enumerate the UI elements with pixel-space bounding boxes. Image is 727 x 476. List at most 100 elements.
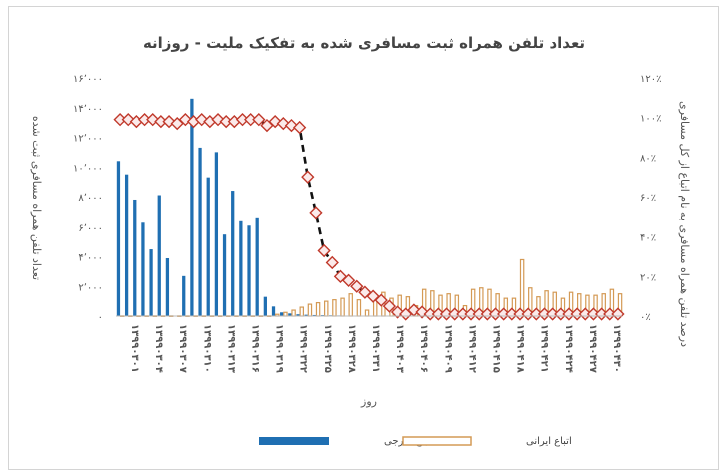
percent-point: [545, 307, 560, 321]
percent-point: [505, 307, 519, 321]
x-tick-label: ۱۳۹۹۰۳۱۶: [250, 324, 261, 373]
percent-point: [431, 307, 446, 321]
x-tick-labels: ۱۳۹۹۰۳۰۱ ۱۳۹۹۰۳۰۴ ۱۳۹۹۰۳۰۷ ۱۳۹۹۰۳۱۰ ۱۳۹۹۰۳۱۳…: [129, 324, 622, 373]
left-axis: ۰ ۲٬۰۰۰ ۴٬۰۰۰ ۶٬۰۰۰ ۸٬۰۰۰ ۱۰٬۰۰۰ ۱۲٬۰۰۰ ۱۴٬۰۰۰ ۱…: [73, 74, 103, 323]
percent-point: [562, 307, 576, 321]
foreign-bar: [206, 177, 210, 316]
y-right-tick-label: ۶۰٪: [640, 193, 656, 204]
percent-point: [570, 307, 584, 321]
x-tick-label: ۱۳۹۹۰۴۳۰: [611, 324, 622, 373]
x-tick-label: ۱۳۹۹۰۴۱۲: [466, 324, 477, 373]
percent-point: [423, 307, 437, 321]
foreign-bar: [288, 313, 292, 316]
iranian-bar: [291, 309, 296, 317]
legend-swatch-iranian: [402, 436, 472, 446]
x-tick-label: ۱۳۹۹۰۴۰۶: [418, 324, 429, 373]
iranian-bar: [307, 303, 313, 317]
percent-point: [325, 255, 339, 270]
x-tick-label: ۱۳۹۹۰۳۱۹: [274, 324, 285, 373]
x-tick-label: ۱۳۹۹۰۳۲۲: [298, 324, 309, 373]
y-right-tick-label: ۲۰٪: [640, 272, 656, 283]
foreign-bar: [133, 199, 137, 316]
x-tick-label: ۱۳۹۹۰۳۲۸: [346, 324, 357, 373]
y-left-tick-label: ۱۴٬۰۰۰: [73, 104, 103, 115]
x-tick-label: ۱۳۹۹۰۴۱۸: [515, 324, 526, 373]
percent-point: [341, 273, 356, 287]
percent-line-path: [120, 118, 618, 316]
x-tick-label: ۱۳۹۹۰۴۲۴: [563, 324, 574, 373]
percent-point: [301, 170, 315, 184]
foreign-bar: [124, 174, 129, 316]
percent-point: [472, 307, 486, 321]
iranian-bar: [340, 297, 345, 317]
percent-point: [537, 307, 552, 321]
y-left-tick-label: ۲٬۰۰۰: [78, 282, 103, 293]
foreign-bar: [190, 98, 194, 316]
iranian-bar: [283, 311, 288, 317]
percent-point: [611, 307, 625, 321]
y-left-tick-label: ۱۶٬۰۰۰: [73, 74, 103, 85]
legend-swatch-foreign: [259, 437, 329, 445]
y-right-tick-label: ۱۲۰٪: [640, 74, 661, 85]
percent-point: [594, 307, 609, 321]
percent-point: [317, 243, 331, 258]
percent-line: [113, 113, 625, 321]
iranian-bars: [119, 258, 623, 317]
percent-point: [521, 307, 535, 321]
x-tick-label: ۱۳۹۹۰۳۰۷: [177, 324, 188, 373]
x-tick-label: ۱۳۹۹۰۴۰۹: [442, 324, 453, 373]
foreign-bar: [255, 217, 259, 316]
x-axis-label: روز: [360, 395, 377, 408]
foreign-bar: [247, 225, 251, 316]
iranian-bar: [332, 299, 337, 317]
foreign-bar: [182, 275, 186, 316]
foreign-bar: [198, 147, 202, 316]
percent-point: [480, 307, 494, 321]
percent-point: [350, 279, 364, 293]
x-tick-label: ۱۳۹۹۰۳۱۳: [225, 324, 236, 373]
iranian-bar: [315, 302, 321, 317]
x-tick-label: ۱۳۹۹۰۳۰۱: [129, 324, 140, 373]
percent-point: [113, 113, 127, 127]
iranian-bar: [519, 258, 525, 317]
y-right-tick-label: ۰٪: [640, 312, 651, 323]
percent-point: [309, 206, 323, 220]
x-tick-label: ۱۳۹۹۰۳۱۰: [201, 324, 212, 373]
foreign-bar: [157, 195, 161, 316]
chart-title: تعداد تلفن همراه ثبت مسافری شده به تفکیک…: [143, 34, 585, 52]
foreign-bar: [280, 312, 284, 316]
percent-point: [497, 307, 511, 321]
legend: اتباع خارجی اتباع ایرانی: [259, 436, 572, 447]
percent-point: [456, 307, 470, 321]
percent-point: [439, 307, 454, 321]
foreign-bar: [231, 191, 235, 316]
x-tick-label: ۱۳۹۹۰۴۰۳: [394, 324, 405, 373]
legend-label-iranian: اتباع ایرانی: [526, 436, 572, 447]
percent-point: [513, 307, 527, 321]
iranian-bar: [324, 300, 329, 317]
y-left-tick-label: ۰: [98, 312, 103, 323]
percent-point: [252, 113, 266, 127]
foreign-bar: [116, 161, 121, 316]
y-left-tick-label: ۱۲٬۰۰۰: [73, 134, 103, 145]
right-axis: ۰٪ ۲۰٪ ۴۰٪ ۶۰٪ ۸۰٪ ۱۰۰٪ ۱۲۰٪: [640, 74, 661, 323]
y-left-tick-label: ۸٬۰۰۰: [78, 193, 103, 204]
percent-point: [464, 307, 478, 321]
percent-point: [292, 120, 307, 135]
foreign-bar: [165, 257, 170, 316]
y-right-tick-label: ۱۰۰٪: [640, 114, 661, 125]
y-axis-left-label: تعداد تلفن همراه مسافری ثبت شده: [30, 116, 43, 280]
foreign-bars: [116, 98, 618, 316]
foreign-bar: [141, 222, 145, 316]
percent-point: [137, 113, 152, 127]
iranian-bar: [356, 299, 362, 317]
percent-point: [488, 307, 503, 321]
percent-point: [586, 307, 601, 321]
iranian-bar: [299, 306, 304, 317]
foreign-bar: [312, 314, 316, 316]
x-tick-label: ۱۳۹۹۰۳۲۵: [322, 324, 333, 373]
foreign-bar: [239, 220, 243, 316]
foreign-bar: [149, 249, 153, 316]
y-left-tick-label: ۴٬۰۰۰: [78, 253, 103, 264]
